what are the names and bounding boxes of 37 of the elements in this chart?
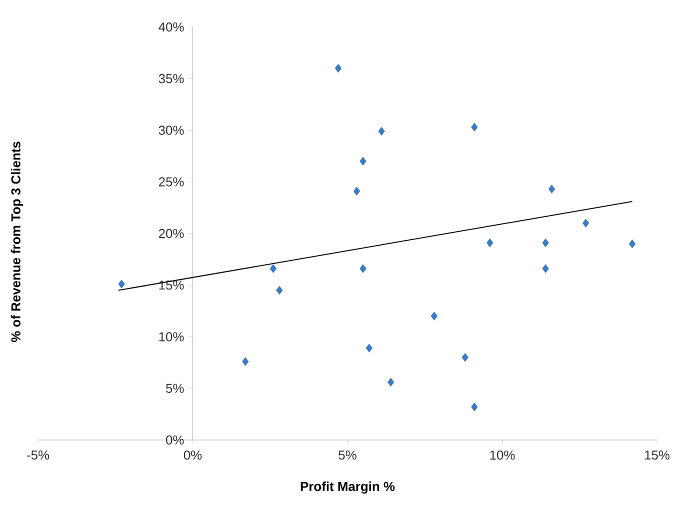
point <box>628 239 636 248</box>
x-tick-label: -5% <box>27 450 50 460</box>
point <box>388 378 394 387</box>
y-tick-label: 35% <box>158 74 184 84</box>
y-tick-label: 15% <box>159 280 184 290</box>
point <box>118 280 125 288</box>
y-tick-label: 40% <box>158 22 184 32</box>
point <box>242 357 249 366</box>
point <box>366 344 372 352</box>
point <box>276 286 283 295</box>
point <box>360 264 366 273</box>
y-tick-label: 10% <box>159 332 184 342</box>
x-tick-label: 10% <box>490 450 515 460</box>
y-tick-label: 25% <box>158 177 184 186</box>
point <box>542 264 549 273</box>
point <box>471 122 478 132</box>
point <box>548 184 556 194</box>
x-axis-title: Profit Margin % <box>300 482 395 494</box>
point <box>360 156 366 166</box>
y-tick-label: 5% <box>166 384 184 393</box>
point <box>378 126 385 136</box>
point <box>486 238 494 248</box>
point <box>582 218 590 228</box>
point <box>542 238 549 248</box>
y-tick-label: 0% <box>166 435 184 445</box>
y-tick-label: 20% <box>158 228 184 238</box>
point <box>462 353 468 362</box>
point <box>270 264 277 273</box>
point <box>471 402 478 412</box>
point <box>430 312 438 320</box>
point <box>354 186 360 196</box>
x-tick-label: 5% <box>338 450 356 460</box>
x-tick-label: 15% <box>645 450 670 460</box>
y-tick-label: 30% <box>158 126 184 135</box>
point <box>334 64 342 73</box>
y-axis-title: % of Revenue from Top 3 Clients <box>10 142 23 342</box>
x-tick-label: 0% <box>184 450 202 460</box>
